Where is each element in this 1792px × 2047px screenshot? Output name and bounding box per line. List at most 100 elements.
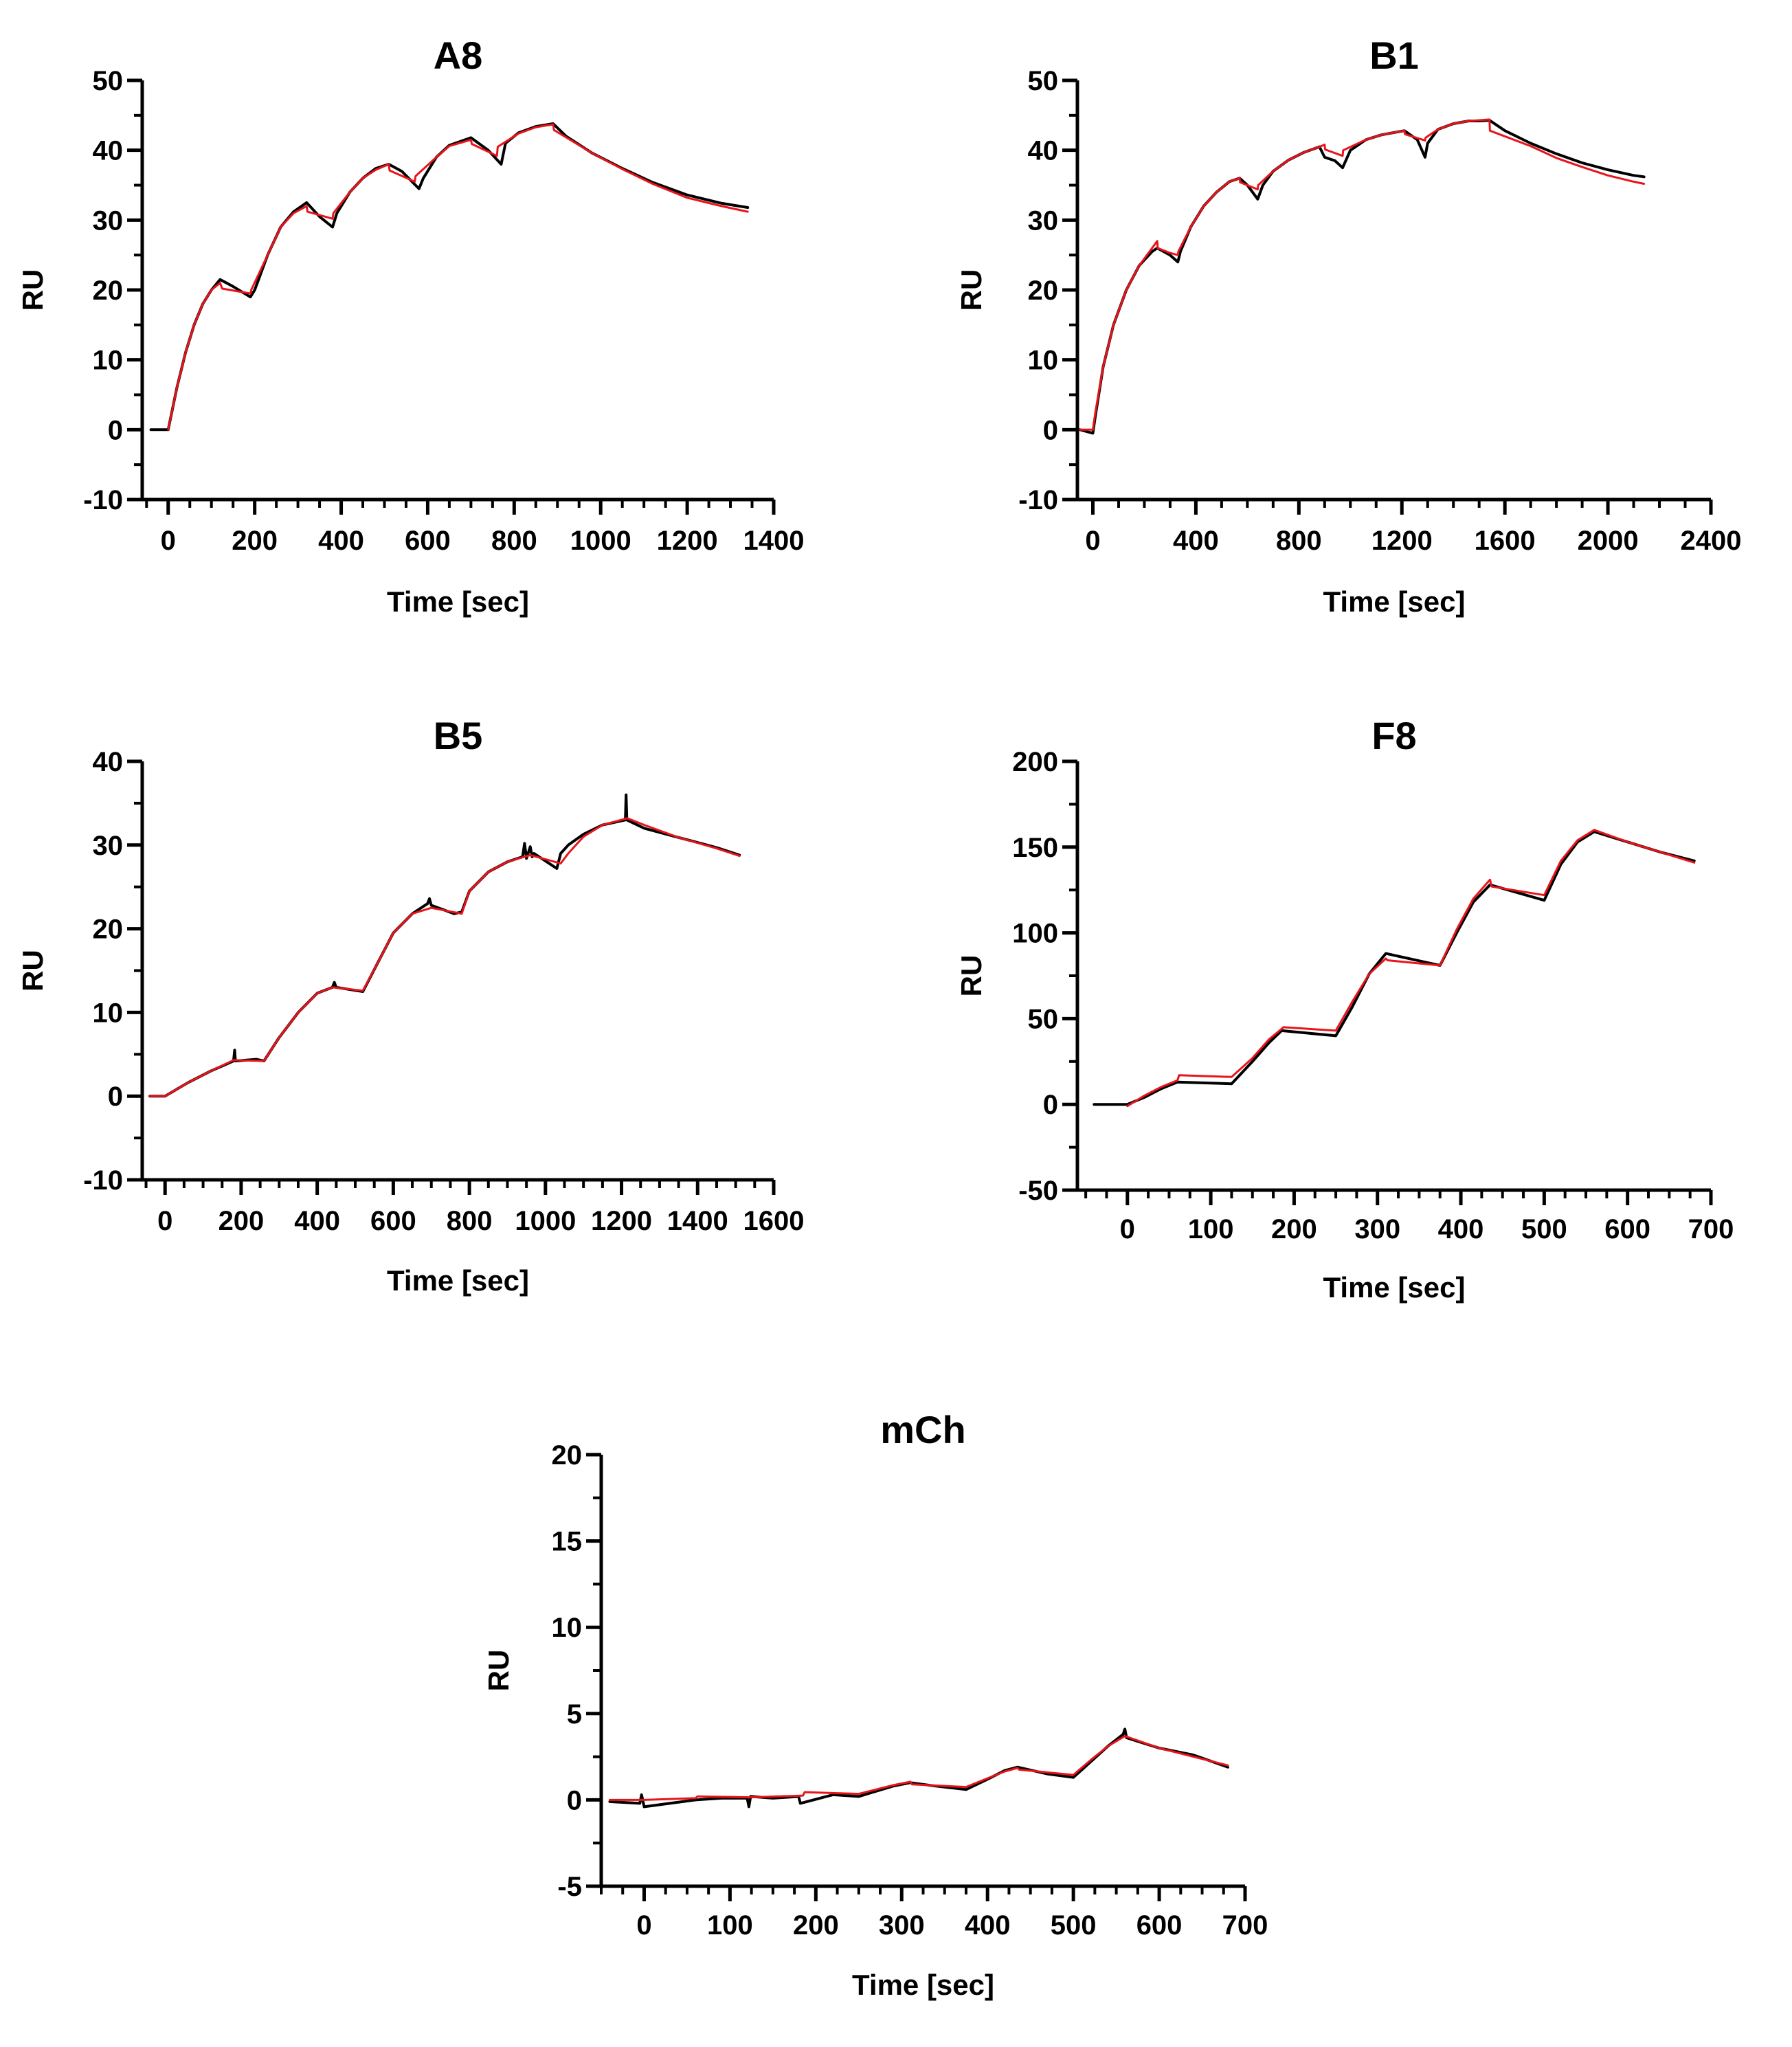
- y-tick-label: 30: [1028, 205, 1059, 236]
- series-measured-line: [149, 122, 750, 432]
- x-tick-label: 1400: [667, 1206, 728, 1236]
- y-tick-label: 10: [1028, 346, 1059, 376]
- chart-title: B1: [1369, 34, 1419, 77]
- y-tick-label: -10: [83, 485, 123, 515]
- chart-b1: B1 -10 0 10 20 30 40 50 0 400 800 1200 1600 2000 2400 T…: [955, 34, 1741, 618]
- series-fit-line: [167, 123, 749, 431]
- x-axis-label: Time [sec]: [1323, 585, 1466, 618]
- x-tick-label: 400: [965, 1910, 1011, 1940]
- x-tick-label: 200: [793, 1910, 839, 1940]
- y-tick-label: 15: [552, 1527, 583, 1557]
- x-tick-label: 200: [219, 1206, 265, 1236]
- y-tick-label: -5: [557, 1872, 582, 1902]
- series-fit-line: [148, 817, 741, 1097]
- x-tick-label: 200: [232, 526, 278, 556]
- x-tick-label: 700: [1222, 1910, 1268, 1940]
- y-tick-label: -10: [1018, 485, 1058, 515]
- x-tick-label: 500: [1521, 1214, 1567, 1244]
- y-axis-label: RU: [482, 1650, 515, 1692]
- y-tick-label: 0: [1043, 415, 1058, 445]
- x-tick-label: 1000: [515, 1206, 576, 1236]
- x-tick-label: 1200: [1371, 526, 1433, 556]
- series-fit-line: [1079, 118, 1646, 431]
- y-axis-label: RU: [955, 269, 987, 311]
- y-tick-label: 10: [93, 998, 124, 1028]
- chart-title: F8: [1371, 714, 1416, 757]
- y-axis-label: RU: [16, 950, 49, 992]
- x-tick-label: 600: [405, 526, 451, 556]
- series-fit-line: [609, 1735, 1229, 1801]
- chart-a8: A8 -10 0 10 20 30 40 50 0 200 400 600 800 1000 1200 140…: [16, 34, 804, 618]
- x-tick-label: 500: [1051, 1910, 1097, 1940]
- x-tick-label: 1600: [1475, 526, 1536, 556]
- y-tick-label: 10: [93, 346, 124, 376]
- chart-title: B5: [434, 714, 483, 757]
- y-tick-label: 50: [93, 66, 124, 96]
- y-tick-label: 20: [93, 276, 124, 306]
- x-tick-label: 1000: [570, 526, 631, 556]
- y-tick-label: 0: [108, 1082, 123, 1112]
- x-tick-label: 0: [636, 1910, 651, 1940]
- x-axis-label: Time [sec]: [387, 585, 529, 618]
- x-tick-label: 1400: [743, 526, 805, 556]
- x-tick-label: 600: [1136, 1910, 1183, 1940]
- x-tick-label: 100: [1188, 1214, 1234, 1244]
- x-tick-label: 200: [1271, 1214, 1317, 1244]
- x-axis-label: Time [sec]: [387, 1264, 529, 1297]
- y-tick-label: 10: [552, 1613, 583, 1643]
- y-tick-label: 40: [93, 136, 124, 166]
- x-tick-label: 800: [491, 526, 537, 556]
- x-axis-label: Time [sec]: [852, 1969, 994, 2001]
- series-fit-line: [1126, 829, 1696, 1108]
- x-tick-label: 600: [370, 1206, 416, 1236]
- x-tick-label: 600: [1604, 1214, 1650, 1244]
- y-tick-label: 20: [93, 915, 124, 945]
- x-tick-label: 800: [1276, 526, 1322, 556]
- x-tick-label: 300: [879, 1910, 925, 1940]
- y-tick-label: 40: [1028, 136, 1059, 166]
- x-axis-label: Time [sec]: [1323, 1271, 1466, 1304]
- y-tick-label: 200: [1012, 747, 1058, 777]
- y-tick-label: 100: [1012, 919, 1058, 949]
- x-tick-label: 2000: [1578, 526, 1639, 556]
- x-tick-label: 0: [161, 526, 176, 556]
- y-tick-label: 40: [93, 747, 124, 777]
- y-tick-label: 150: [1012, 833, 1058, 863]
- chart-title: A8: [434, 34, 483, 77]
- x-tick-label: 0: [157, 1206, 172, 1236]
- x-tick-label: 400: [294, 1206, 340, 1236]
- chart-f8: F8 -50 0 50 100 150 200 0 100 200 300 400 500 600 700 T…: [955, 714, 1734, 1304]
- y-tick-label: 0: [108, 415, 123, 445]
- x-tick-label: 400: [318, 526, 364, 556]
- x-tick-label: 1600: [743, 1206, 805, 1236]
- x-tick-label: 800: [447, 1206, 493, 1236]
- y-tick-label: 30: [93, 205, 124, 236]
- x-tick-label: 700: [1688, 1214, 1734, 1244]
- x-tick-label: 400: [1438, 1214, 1484, 1244]
- y-tick-label: 0: [567, 1785, 582, 1815]
- x-tick-label: 2400: [1681, 526, 1742, 556]
- x-tick-label: 300: [1354, 1214, 1400, 1244]
- y-tick-label: 30: [93, 831, 124, 861]
- x-tick-label: 1200: [657, 526, 718, 556]
- y-tick-label: 50: [1028, 66, 1059, 96]
- y-tick-label: 0: [1043, 1090, 1058, 1120]
- y-tick-label: 50: [1028, 1004, 1059, 1034]
- x-tick-label: 400: [1173, 526, 1219, 556]
- y-tick-label: 20: [1028, 276, 1059, 306]
- y-tick-label: -50: [1018, 1176, 1058, 1206]
- chart-title: mCh: [880, 1408, 965, 1451]
- y-axis-label: RU: [16, 269, 49, 311]
- y-axis-label: RU: [955, 955, 987, 997]
- x-tick-label: 0: [1085, 526, 1100, 556]
- y-tick-label: 5: [567, 1699, 582, 1730]
- series-measured-line: [1093, 830, 1696, 1106]
- x-tick-label: 0: [1120, 1214, 1135, 1244]
- y-tick-label: -10: [83, 1165, 123, 1196]
- x-tick-label: 100: [707, 1910, 753, 1940]
- x-tick-label: 1200: [591, 1206, 652, 1236]
